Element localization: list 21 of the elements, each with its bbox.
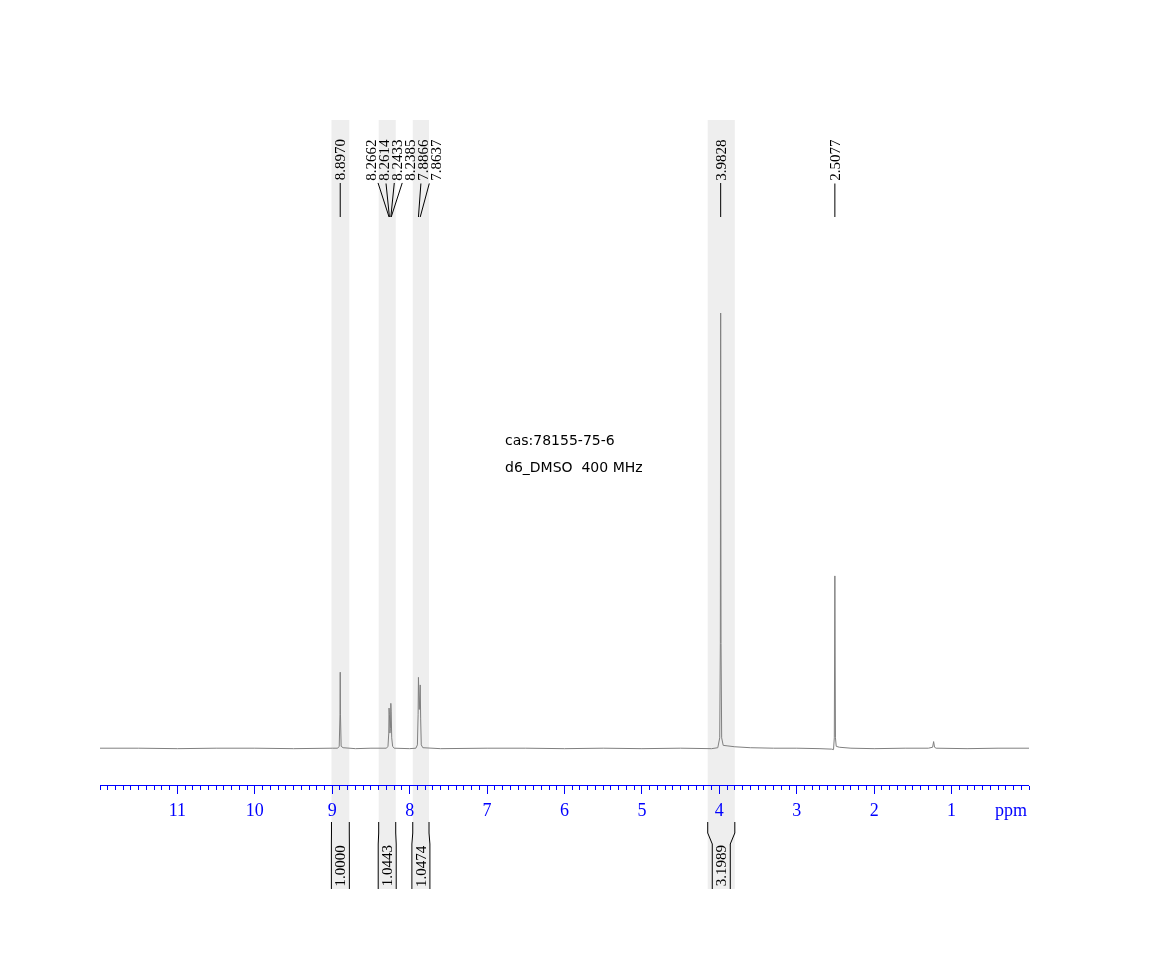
x-tick-label: 2	[869, 799, 879, 820]
x-tick-label: 4	[714, 799, 724, 820]
x-tick-label: 10	[245, 799, 264, 820]
x-tick-label: 5	[637, 799, 647, 820]
x-tick-label: 3	[792, 799, 802, 820]
x-tick-label: 9	[327, 799, 337, 820]
band-label: 3.1989	[713, 845, 730, 887]
x-tick-label: 1	[947, 799, 957, 820]
annotation: 3.9828	[712, 139, 729, 181]
annotation: cas:78155-75-6	[505, 432, 615, 448]
band-label: 1.0443	[379, 844, 396, 887]
x-tick-label: 7	[482, 799, 492, 820]
annotation: 8.8970	[332, 138, 349, 181]
x-axis-title: ppm	[995, 800, 1028, 820]
annotation: 2.5077	[826, 139, 843, 181]
band-label: 1.0000	[332, 845, 349, 887]
annotation: d6_DMSO 400 MHz	[505, 459, 643, 475]
x-tick-label: 6	[560, 799, 569, 820]
x-tick-label: 8	[405, 799, 415, 820]
band-label: 1.0474	[412, 845, 429, 887]
x-tick-label: 11	[168, 799, 187, 820]
